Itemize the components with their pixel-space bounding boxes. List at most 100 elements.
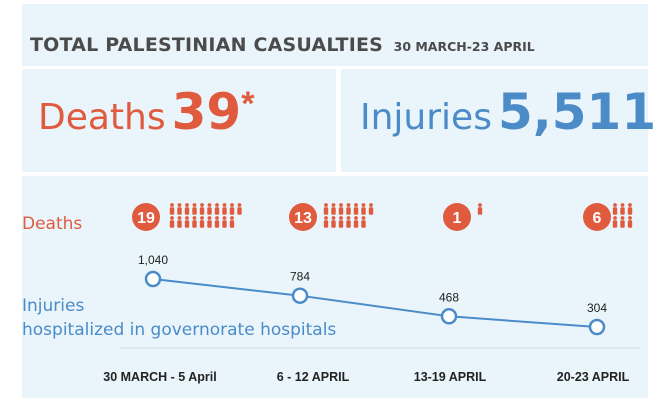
- person-icon: [627, 220, 633, 228]
- deaths-count-badge: [443, 203, 471, 231]
- person-icon: [207, 207, 212, 215]
- person-icon: [346, 216, 351, 220]
- x-tick-label: 6 - 12 APRIL: [277, 370, 350, 384]
- person-icon: [229, 220, 235, 228]
- person-icon: [331, 220, 336, 228]
- injuries-legend-line-2: hospitalized in governorate hospitals: [22, 320, 336, 340]
- person-icon: [613, 216, 617, 220]
- person-icon: [331, 216, 336, 220]
- person-icon: [612, 207, 618, 215]
- injuries-value-label: 784: [290, 270, 310, 284]
- deaths-count-badge: [132, 203, 160, 231]
- person-icon: [361, 207, 366, 215]
- person-icon: [237, 207, 242, 215]
- person-icon: [230, 203, 234, 207]
- deaths-count-label: 19: [137, 210, 155, 227]
- person-icon: [222, 216, 227, 220]
- person-icon: [353, 220, 359, 228]
- person-icon: [478, 203, 482, 207]
- injuries-point: [291, 287, 309, 304]
- person-icon: [477, 207, 483, 215]
- deaths-summary-panel: [22, 69, 336, 172]
- person-icon: [214, 207, 220, 215]
- person-icon: [369, 203, 373, 207]
- person-icon: [215, 216, 219, 220]
- title-date-range: 30 MARCH-23 APRIL: [393, 39, 535, 54]
- person-icon: [185, 216, 189, 220]
- person-icon: [177, 207, 182, 215]
- person-icon: [353, 207, 359, 215]
- person-icon: [177, 203, 182, 207]
- injuries-value-label: 468: [439, 290, 459, 304]
- person-icon: [338, 220, 344, 228]
- total-deaths-value: 39: [171, 83, 242, 141]
- person-icon: [192, 203, 197, 207]
- person-icon: [331, 203, 336, 207]
- person-icon: [324, 216, 328, 220]
- person-icon: [192, 216, 197, 220]
- person-icon: [331, 207, 336, 215]
- person-icon: [184, 220, 190, 228]
- injuries-point: [588, 318, 606, 336]
- injuries-value-label: 304: [587, 301, 607, 315]
- person-icon: [230, 216, 234, 220]
- total-deaths-stat: Deaths 39*: [38, 87, 254, 137]
- title-panel: [22, 4, 648, 66]
- injuries-point: [440, 308, 458, 325]
- person-icon: [620, 207, 625, 215]
- person-icon: [214, 220, 220, 228]
- person-icon: [346, 220, 351, 228]
- person-icon: [207, 203, 212, 207]
- person-icon: [324, 203, 328, 207]
- person-icon: [628, 203, 632, 207]
- injuries-summary-panel: [341, 69, 648, 172]
- person-icon: [170, 216, 174, 220]
- person-icon: [170, 203, 174, 207]
- person-icon: [620, 203, 625, 207]
- x-tick-label: 13-19 APRIL: [414, 370, 487, 384]
- person-icon: [620, 220, 625, 228]
- total-injuries-stat: Injuries 5,511: [360, 87, 656, 137]
- deaths-count-badge: [289, 203, 317, 231]
- person-icon: [628, 216, 632, 220]
- person-icon: [368, 207, 374, 215]
- x-tick-label: 20-23 APRIL: [557, 370, 630, 384]
- person-icon: [199, 207, 205, 215]
- x-tick-label: 30 MARCH - 5 April: [103, 370, 216, 384]
- person-icon: [354, 216, 358, 220]
- injuries-point: [144, 270, 162, 288]
- person-icon: [177, 220, 182, 228]
- person-icon: [207, 220, 212, 228]
- person-icon: [346, 203, 351, 207]
- total-deaths-label: Deaths: [38, 97, 166, 138]
- deaths-count-label: 1: [453, 210, 462, 227]
- person-icon: [169, 207, 175, 215]
- deaths-count-label: 13: [294, 210, 312, 227]
- person-icon: [207, 216, 212, 220]
- person-icon: [361, 220, 366, 228]
- person-icon: [199, 220, 205, 228]
- person-icon: [323, 207, 329, 215]
- total-injuries-label: Injuries: [360, 97, 492, 138]
- person-icon: [200, 216, 204, 220]
- person-icon: [200, 203, 204, 207]
- injuries-value-label: 1,040: [138, 253, 168, 267]
- person-icon: [339, 203, 343, 207]
- person-icon: [192, 220, 197, 228]
- injuries-legend-line-1: Injuries: [22, 296, 84, 316]
- person-icon: [620, 216, 625, 220]
- person-icon: [346, 207, 351, 215]
- person-icon: [222, 207, 227, 215]
- person-icon: [361, 203, 366, 207]
- injuries-line: [152, 278, 598, 328]
- deaths-count-label: 6: [593, 210, 602, 227]
- person-icon: [229, 207, 235, 215]
- page-title: TOTAL PALESTINIAN CASUALTIES 30 MARCH-23…: [30, 34, 535, 56]
- person-icon: [222, 203, 227, 207]
- person-icon: [339, 216, 343, 220]
- deaths-count-badge: [583, 203, 611, 231]
- person-icon: [177, 216, 182, 220]
- person-icon: [237, 203, 242, 207]
- person-icon: [323, 220, 329, 228]
